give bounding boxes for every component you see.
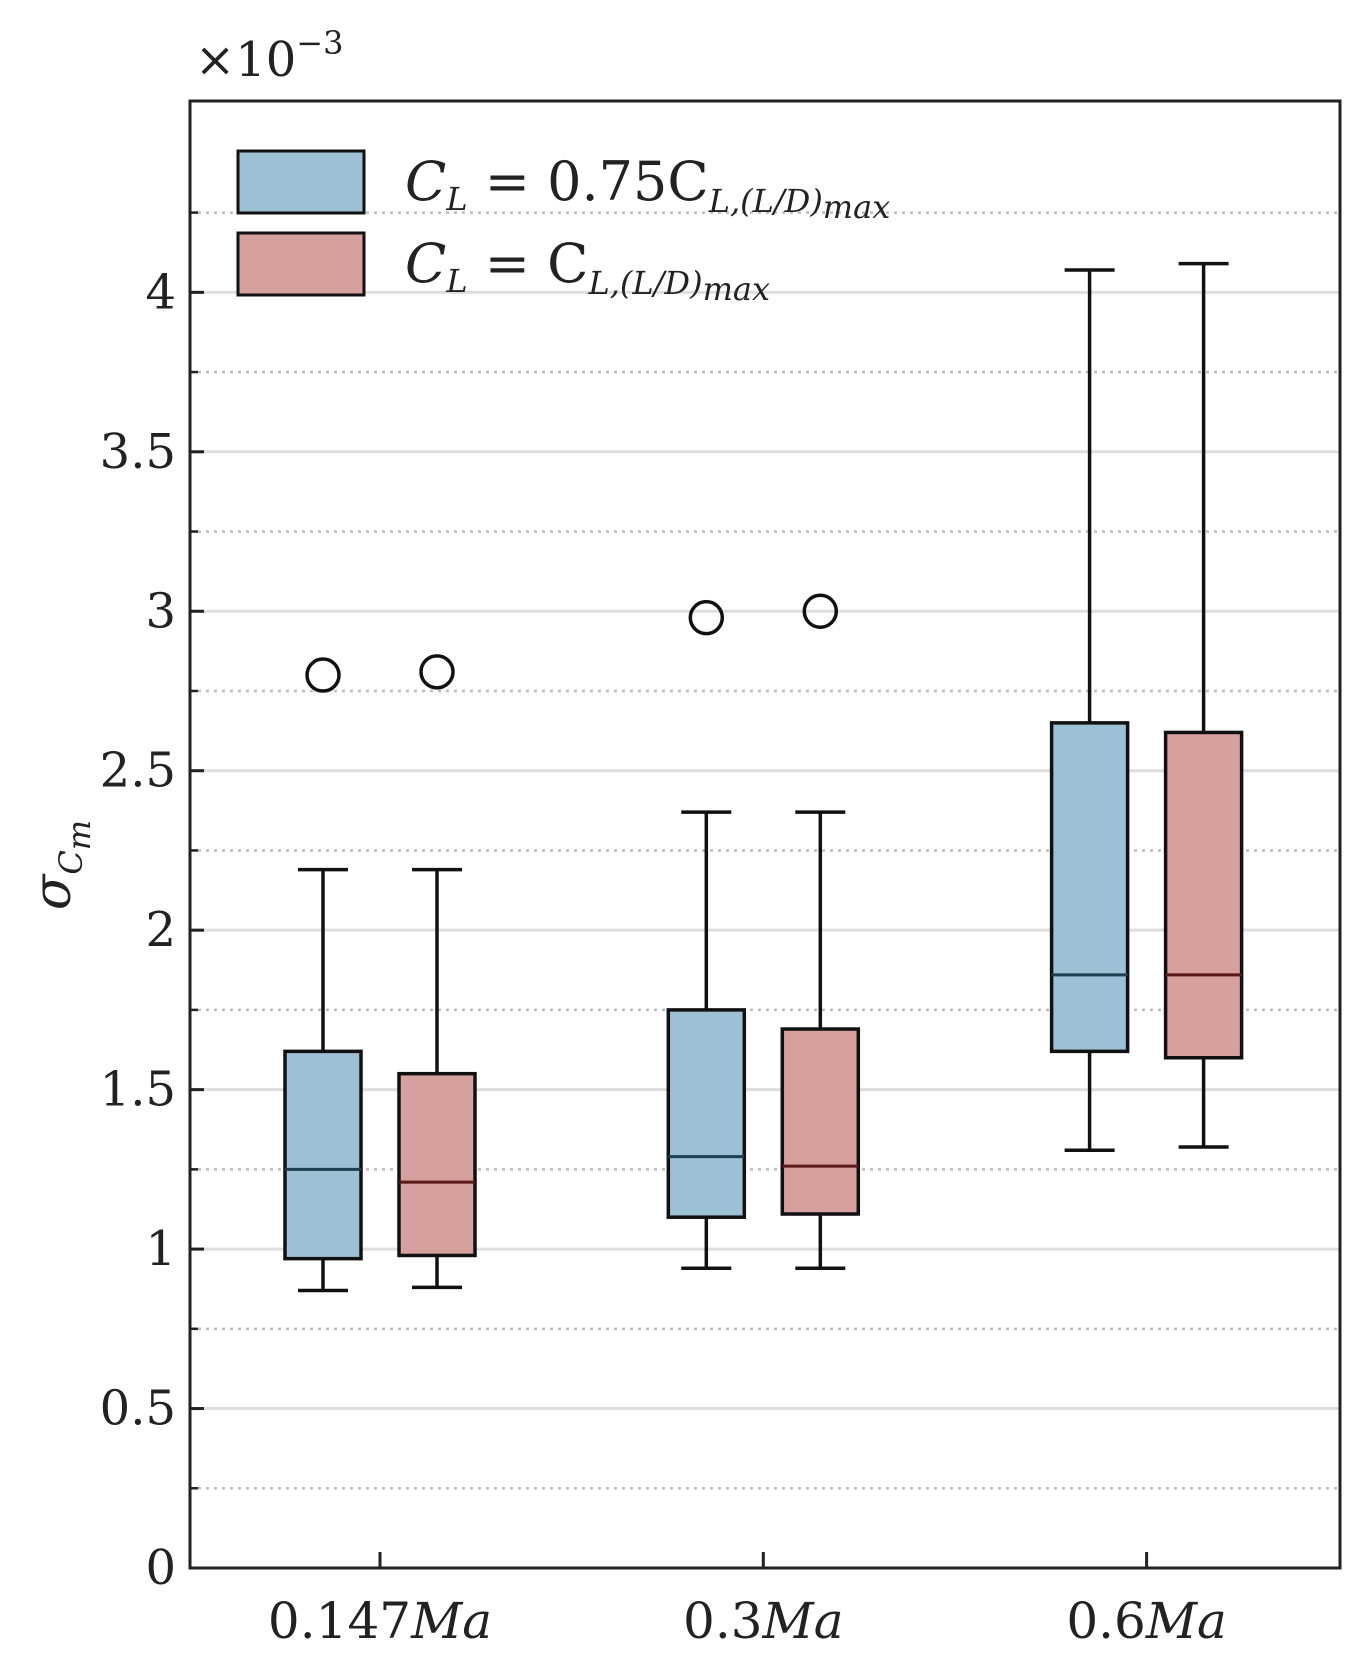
box-1-1 — [283, 657, 363, 1293]
x-tick-label: 0.6Ma — [1066, 1592, 1227, 1650]
legend-label-series-1: CL = 0.75CL,(L/D)max — [405, 150, 890, 226]
gridlines — [190, 211, 1340, 1490]
legend: CL = 0.75CL,(L/D)max CL = CL,(L/D)max — [236, 149, 890, 308]
plot-frame — [188, 99, 1342, 1570]
y-tick-label: 1 — [145, 1221, 176, 1277]
y-axis-label-sub: C — [52, 850, 90, 874]
x-tick-value: 0.147 — [268, 1592, 411, 1650]
y-tick-label: 3.5 — [100, 424, 176, 480]
box-1-2 — [666, 599, 747, 1270]
x-tick-unit: Ma — [410, 1592, 492, 1650]
box-body — [1163, 730, 1244, 1060]
y-tick-label: 2.5 — [100, 743, 176, 799]
outlier-point — [688, 599, 725, 636]
box-body — [666, 1008, 747, 1219]
x-tick-value: 0.6 — [1066, 1592, 1146, 1650]
x-tick-unit: Ma — [762, 1592, 844, 1650]
outlier-point — [419, 654, 455, 690]
y-multiplier-exponent: −3 — [296, 24, 343, 62]
outlier-point — [802, 593, 839, 630]
y-tick-label: 0.5 — [100, 1381, 176, 1437]
y-tick-label: 4 — [145, 264, 176, 320]
y-tick-label: 3 — [145, 583, 176, 639]
x-tick-unit: Ma — [1145, 1592, 1227, 1650]
axis-ticks: 00.511.522.533.540.147Ma 0.3Ma 0.6Ma — [100, 211, 1227, 1650]
box-2-3 — [1163, 261, 1244, 1149]
legend-swatch-series-2 — [236, 231, 366, 297]
x-tick-value: 0.3 — [683, 1592, 763, 1650]
legend-swatch-series-1 — [236, 149, 366, 215]
y-multiplier: ×10−3 — [195, 24, 343, 88]
box-series — [283, 261, 1244, 1293]
box-body — [780, 1027, 861, 1216]
box-body — [283, 1049, 363, 1261]
y-tick-label: 0 — [145, 1540, 176, 1596]
box-body — [1049, 721, 1130, 1054]
box-2-1 — [397, 654, 477, 1290]
box-body — [397, 1071, 477, 1258]
legend-label-series-2: CL = CL,(L/D)max — [405, 232, 770, 308]
box-2-2 — [780, 593, 861, 1270]
x-tick-label: 0.147Ma — [268, 1592, 492, 1650]
y-axis-label-subsub: m — [60, 820, 98, 850]
y-axis-label: σCm — [23, 820, 98, 910]
y-tick-label: 1.5 — [100, 1062, 176, 1118]
y-tick-label: 2 — [145, 902, 176, 958]
x-tick-label: 0.3Ma — [683, 1592, 844, 1650]
outlier-point — [305, 657, 341, 693]
box-1-3 — [1049, 268, 1130, 1152]
